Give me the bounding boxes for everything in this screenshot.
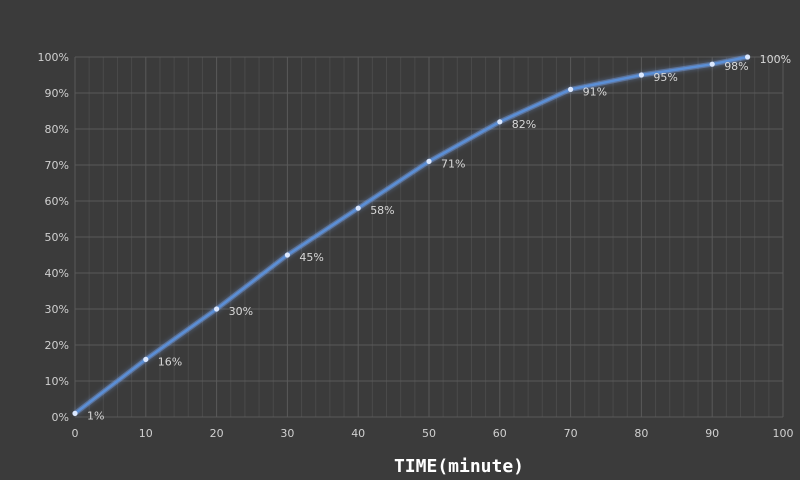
y-tick-label: 30% (45, 303, 69, 316)
x-axis-ticks: 0 10 20 30 40 50 60 70 80 90 100 (72, 427, 794, 440)
x-tick-label: 60 (493, 427, 507, 440)
data-point (143, 356, 149, 362)
x-tick-label: 20 (210, 427, 224, 440)
y-tick-label: 90% (45, 87, 69, 100)
data-point (72, 410, 78, 416)
x-tick-label: 50 (422, 427, 436, 440)
data-label: 16% (158, 355, 182, 368)
data-point (709, 61, 715, 67)
y-tick-label: 60% (45, 195, 69, 208)
x-tick-label: 100 (773, 427, 794, 440)
x-tick-label: 40 (351, 427, 365, 440)
data-label: 30% (229, 305, 253, 318)
data-point (214, 306, 220, 312)
x-tick-label: 30 (280, 427, 294, 440)
data-labels: 1% 16% 30% 45% 58% 71% 82% 91% 95% 98% 100% (87, 53, 791, 422)
x-tick-label: 70 (564, 427, 578, 440)
y-tick-label: 0% (52, 411, 69, 424)
data-label: 82% (512, 118, 536, 131)
data-label: 91% (583, 85, 607, 98)
y-tick-label: 20% (45, 339, 69, 352)
data-label: 98% (724, 60, 748, 73)
data-point (568, 86, 574, 92)
data-point (745, 54, 751, 60)
data-point (426, 158, 432, 164)
data-label: 1% (87, 409, 104, 422)
y-axis-ticks: 0% 10% 20% 30% 40% 50% 60% 70% 80% 90% 100% (38, 51, 69, 424)
y-tick-label: 100% (38, 51, 69, 64)
data-label: 58% (370, 204, 394, 217)
y-tick-label: 50% (45, 231, 69, 244)
y-tick-label: 70% (45, 159, 69, 172)
data-label: 95% (653, 71, 677, 84)
data-label: 71% (441, 157, 465, 170)
x-tick-label: 0 (72, 427, 79, 440)
data-point (284, 252, 290, 258)
grid (74, 56, 784, 418)
y-tick-label: 80% (45, 123, 69, 136)
y-tick-label: 40% (45, 267, 69, 280)
series-markers (72, 54, 751, 416)
data-point (355, 205, 361, 211)
x-tick-label: 10 (139, 427, 153, 440)
x-tick-label: 80 (634, 427, 648, 440)
y-tick-label: 10% (45, 375, 69, 388)
data-label: 100% (760, 53, 791, 66)
x-tick-label: 90 (705, 427, 719, 440)
data-label: 45% (299, 251, 323, 264)
data-point (497, 119, 503, 125)
x-axis-title: TIME(minute) (394, 456, 524, 477)
data-point (638, 72, 645, 78)
